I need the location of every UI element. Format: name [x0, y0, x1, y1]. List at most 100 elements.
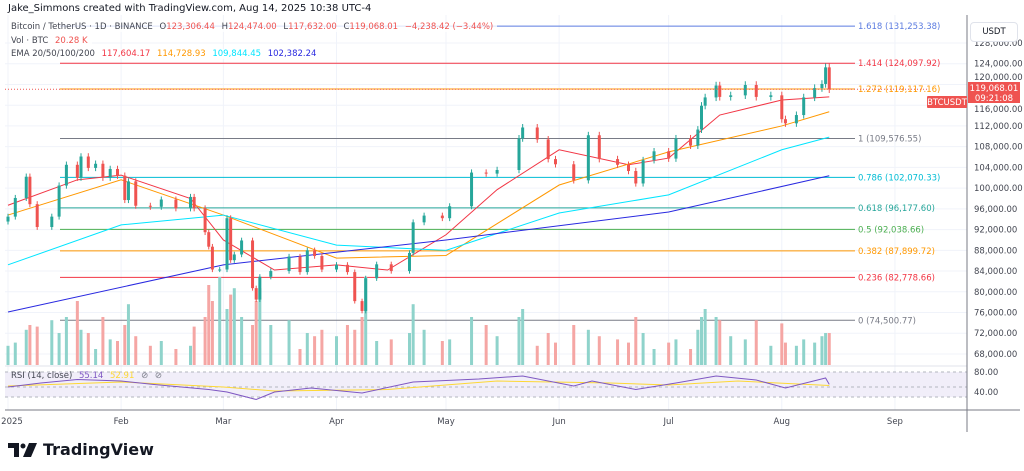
volume-bar — [448, 339, 452, 365]
candle-body — [769, 95, 773, 97]
volume-bar — [251, 325, 255, 365]
candle-body — [827, 67, 831, 90]
candle-body — [813, 88, 817, 98]
time-tick-label: Sep — [887, 417, 903, 427]
volume-bar — [126, 304, 130, 365]
ema50-value: 114,728.93 — [156, 49, 206, 59]
candle-body — [718, 85, 722, 97]
fibonacci-retracement[interactable]: 1.618 (131,253.38) 1.414 (124,097.92) 1.27… — [60, 22, 940, 326]
fib-level-label: 1.618 (131,253.38) — [858, 22, 940, 32]
price-tick-label: 124,000.00 — [974, 60, 1023, 70]
legend-symbol-row[interactable]: Bitcoin / TetherUS · 1D · BINANCE O123,3… — [11, 22, 498, 32]
symbol-tag — [927, 96, 967, 108]
candle-body — [75, 164, 79, 178]
candle-body — [824, 67, 828, 84]
volume-bar — [521, 309, 525, 365]
volume-bar — [689, 349, 693, 365]
candle-body — [634, 171, 638, 184]
candle-body — [232, 254, 236, 261]
volume-bar — [597, 336, 601, 365]
candle-body — [203, 208, 207, 233]
ema-line-ema50 — [7, 111, 830, 259]
symbol-name: Bitcoin / TetherUS · 1D · BINANCE — [11, 22, 153, 32]
rsi-tick-label: 40.00 — [974, 388, 998, 398]
price-tick-label: 108,000.00 — [974, 143, 1023, 153]
volume-bar — [674, 339, 678, 365]
volume-bar — [94, 349, 98, 365]
hidden-icon-2[interactable]: ⊘ — [154, 371, 163, 381]
legend-ema-row[interactable]: EMA 20/50/100/200 117,604.17 114,728.93 … — [11, 49, 321, 59]
volume-bar — [258, 288, 262, 365]
candle-body — [28, 176, 32, 205]
price-tick-label: 116,000.00 — [974, 105, 1023, 115]
volume-bar — [207, 285, 211, 365]
fib-level-label: 0.618 (96,177.60) — [858, 204, 935, 214]
candle-body — [700, 105, 703, 130]
volume-bar — [159, 341, 163, 365]
rsi-label: RSI (14, close) — [11, 371, 73, 381]
candle-body — [251, 240, 255, 289]
hidden-icon[interactable]: ⊘ — [141, 371, 149, 381]
volume-bar — [229, 294, 233, 365]
candle-body — [353, 272, 357, 302]
volume-bar — [586, 329, 590, 365]
candle-body — [35, 204, 39, 227]
logo-text: TradingView — [43, 440, 154, 459]
rsi-line — [7, 375, 830, 401]
candle-body — [521, 127, 525, 139]
price-tick-label: 120,000.00 — [974, 73, 1023, 83]
close-value: 119,068.01 — [349, 22, 399, 32]
candle-body — [6, 216, 10, 222]
price-tick-label: 72,000.00 — [974, 329, 1017, 339]
legend-volume-row[interactable]: Vol · BTC 20.28 K — [11, 36, 92, 46]
fib-level-label: 0.786 (102,070.33) — [858, 173, 940, 183]
time-tick-label: Jul — [663, 417, 674, 427]
fib-level-label: 0.5 (92,038.66) — [858, 225, 924, 235]
volume-bar — [794, 345, 798, 365]
volume-bar — [389, 339, 393, 365]
close-label: C — [343, 22, 350, 32]
candle-body — [780, 95, 784, 120]
candle-body — [820, 83, 824, 89]
ema-line-ema20 — [7, 96, 830, 271]
price-axis[interactable]: 128,000.00 124,000.00 120,000.00 116,000.00… — [966, 15, 1023, 432]
volume-bar — [13, 342, 17, 365]
candle-body — [335, 264, 338, 270]
candle-body — [411, 222, 415, 253]
volume-bar — [652, 349, 656, 365]
candle-body — [192, 196, 196, 209]
volume-bar — [269, 325, 273, 365]
volume-bar — [484, 325, 488, 365]
volume-bar — [627, 342, 630, 365]
fib-level-label: 1.414 (124,097.92) — [858, 59, 940, 69]
candle-body — [597, 135, 601, 160]
candle-body — [448, 206, 452, 219]
volume-bar — [546, 333, 550, 365]
volume-bar — [287, 320, 291, 365]
candle-body — [108, 168, 112, 178]
candle-body — [535, 127, 539, 140]
price-tick-label: 104,000.00 — [974, 163, 1023, 173]
rsi-tick-label: 80.00 — [974, 368, 998, 378]
candle-body — [13, 197, 17, 217]
volume-bar — [769, 345, 773, 365]
author-header: Jake_Simmons created with TradingView.co… — [8, 3, 372, 14]
candle-body — [148, 205, 152, 207]
currency-button[interactable]: USDT — [970, 22, 1018, 42]
last-price-value: 119,068.01 — [970, 84, 1019, 94]
ema200-value: 102,382.24 — [267, 49, 317, 59]
price-tick-label: 88,000.00 — [974, 246, 1017, 256]
volume-bar — [116, 341, 119, 365]
volume-bar — [313, 336, 317, 365]
candle-body — [287, 256, 291, 272]
volume-bar — [240, 317, 244, 365]
legend-rsi-row[interactable]: RSI (14, close) 55.14 52.91 ⊘ ⊘ — [11, 371, 166, 381]
rsi-pane[interactable] — [5, 365, 967, 401]
candle-body — [210, 246, 214, 270]
candle-body — [754, 84, 758, 97]
time-axis[interactable]: 2025 Feb Mar Apr May Jun Jul Aug Sep — [1, 409, 1020, 427]
price-tick-label: 128,000.00 — [974, 39, 1023, 49]
candle-body — [101, 163, 105, 178]
volume-bar — [232, 288, 236, 365]
